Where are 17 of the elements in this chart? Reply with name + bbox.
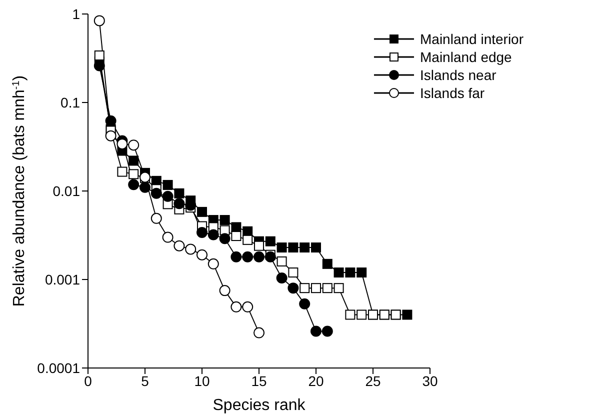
legend-label: Mainland edge — [420, 49, 512, 65]
x-tick-label: 20 — [308, 372, 324, 389]
x-axis-title: Species rank — [212, 397, 306, 414]
x-tick-label: 30 — [422, 372, 438, 389]
x-tick-label: 5 — [141, 372, 150, 389]
y-tick-label: 0.01 — [52, 182, 80, 199]
legend-label: Islands near — [420, 67, 496, 83]
legend-label: Islands far — [420, 85, 485, 101]
y-tick-label: 0.1 — [60, 94, 80, 110]
y-tick-label: 0.0001 — [37, 360, 80, 376]
x-tick-label: 25 — [365, 372, 381, 389]
x-tick-label: 15 — [251, 372, 267, 389]
legend-label: Mainland interior — [420, 31, 524, 47]
y-tick-label: 1 — [72, 6, 80, 22]
x-tick-label: 0 — [84, 372, 92, 389]
x-tick-label: 10 — [194, 372, 210, 389]
y-tick-label: 0.001 — [44, 271, 80, 288]
